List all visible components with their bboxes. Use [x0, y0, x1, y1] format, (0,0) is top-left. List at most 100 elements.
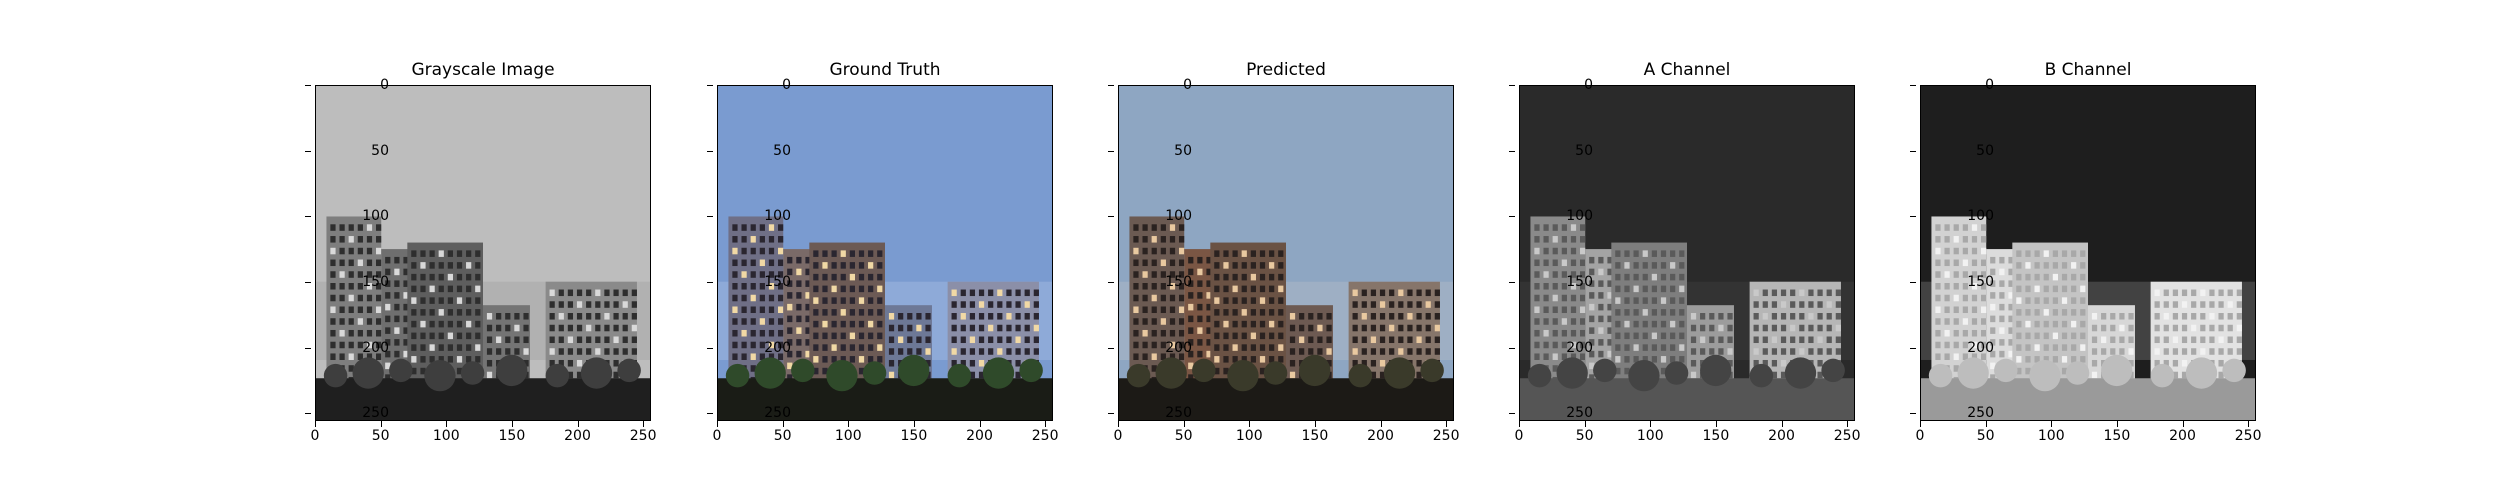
y-tick-label: 0 [1183, 77, 1192, 93]
y-tick-label: 50 [371, 142, 389, 159]
y-tick-label: 50 [773, 142, 791, 159]
x-tick-label: 200 [966, 428, 993, 444]
x-tick-label: 0 [1514, 428, 1524, 444]
y-tick-label: 50 [1575, 142, 1593, 159]
x-tick-label: 100 [1235, 428, 1263, 444]
image-b-channel [1920, 85, 2256, 421]
x-tick-label: 200 [564, 428, 591, 444]
y-tick [1108, 85, 1114, 86]
x-tick [1650, 421, 1652, 427]
panel-predicted: Predicted 0 50 100 150 200 250 0 50 100 150 200 250 [1108, 0, 1538, 500]
y-tick [707, 413, 713, 415]
x-tick [1045, 421, 1047, 427]
y-tick-label: 0 [1985, 77, 1994, 93]
x-tick-label: 150 [1301, 428, 1329, 444]
y-tick [305, 150, 311, 152]
y-tick-label: 0 [1584, 77, 1593, 93]
x-tick-label: 50 [1575, 428, 1594, 444]
y-tick-label: 250 [764, 405, 791, 422]
y-tick [1108, 216, 1114, 218]
x-tick-label: 250 [1833, 428, 1861, 444]
image-a-channel [1519, 85, 1855, 421]
panel-title: Grayscale Image [411, 60, 555, 80]
x-tick [2248, 421, 2250, 427]
x-tick-label: 50 [773, 428, 792, 444]
y-tick-label: 50 [1174, 142, 1192, 159]
y-tick-label: 150 [1566, 273, 1593, 290]
y-tick [1509, 347, 1515, 349]
x-tick [1920, 421, 1921, 427]
x-tick [315, 421, 316, 427]
x-tick-label: 200 [1768, 428, 1795, 444]
x-tick-label: 250 [1432, 428, 1460, 444]
y-tick [1509, 281, 1515, 283]
y-tick-label: 0 [380, 77, 389, 93]
x-tick-label: 150 [2103, 428, 2131, 444]
y-tick-label: 200 [1566, 339, 1593, 356]
y-tick [1108, 347, 1114, 349]
y-tick-label: 100 [1566, 208, 1593, 225]
panel-b-channel: B Channel 0 50 100 150 200 250 0 50 100 150 200 250 [1910, 0, 2340, 500]
x-tick [1584, 421, 1586, 427]
x-tick-label: 0 [310, 428, 320, 444]
x-tick [2182, 421, 2184, 427]
y-tick [707, 150, 713, 152]
x-tick [1183, 421, 1185, 427]
x-tick [446, 421, 448, 427]
x-tick-label: 200 [2169, 428, 2196, 444]
y-tick [1910, 150, 1916, 152]
x-tick [511, 421, 513, 427]
x-tick-label: 250 [1031, 428, 1059, 444]
panel-ground-truth: Ground Truth 0 50 100 150 200 250 0 50 100 150 200… [707, 0, 1137, 500]
x-tick-label: 0 [1915, 428, 1925, 444]
x-tick [380, 421, 382, 427]
x-tick [2116, 421, 2118, 427]
x-tick [1314, 421, 1316, 427]
y-tick [1108, 413, 1114, 415]
image-ground-truth [717, 85, 1053, 421]
x-tick [848, 421, 850, 427]
y-tick-label: 50 [1976, 142, 1994, 159]
y-tick [1509, 216, 1515, 218]
x-tick-label: 150 [1702, 428, 1730, 444]
y-tick-label: 100 [1165, 208, 1192, 225]
y-tick [1108, 150, 1114, 152]
x-tick [913, 421, 915, 427]
y-tick-label: 100 [1967, 208, 1994, 225]
y-tick [305, 413, 311, 415]
x-tick [643, 421, 645, 427]
image-predicted [1118, 85, 1454, 421]
x-tick [717, 421, 718, 427]
panel-grayscale: Grayscale Image 0 50 100 150 200 250 0 50 100 150… [305, 0, 735, 500]
y-tick-label: 150 [764, 273, 791, 290]
x-tick-label: 250 [2234, 428, 2262, 444]
y-tick-label: 0 [782, 77, 791, 93]
x-tick [1519, 421, 1520, 427]
y-tick-label: 150 [362, 273, 389, 290]
y-tick [1509, 413, 1515, 415]
panel-title: B Channel [2044, 60, 2132, 80]
x-tick [979, 421, 981, 427]
y-tick-label: 150 [1967, 273, 1994, 290]
x-tick-label: 100 [432, 428, 460, 444]
x-tick-label: 50 [1976, 428, 1995, 444]
y-tick-label: 200 [362, 339, 389, 356]
y-tick-label: 250 [1566, 405, 1593, 422]
y-tick [707, 281, 713, 283]
x-tick-label: 200 [1367, 428, 1394, 444]
y-tick [707, 216, 713, 218]
y-tick-label: 200 [1165, 339, 1192, 356]
y-tick [305, 281, 311, 283]
x-tick [1380, 421, 1382, 427]
y-tick-label: 200 [764, 339, 791, 356]
x-tick-label: 50 [371, 428, 390, 444]
x-tick-label: 150 [900, 428, 928, 444]
x-tick-label: 100 [2037, 428, 2065, 444]
x-tick [1118, 421, 1119, 427]
y-tick-label: 250 [1967, 405, 1994, 422]
x-tick-label: 250 [629, 428, 657, 444]
x-tick-label: 0 [712, 428, 722, 444]
y-tick [707, 347, 713, 349]
y-tick-label: 100 [764, 208, 791, 225]
